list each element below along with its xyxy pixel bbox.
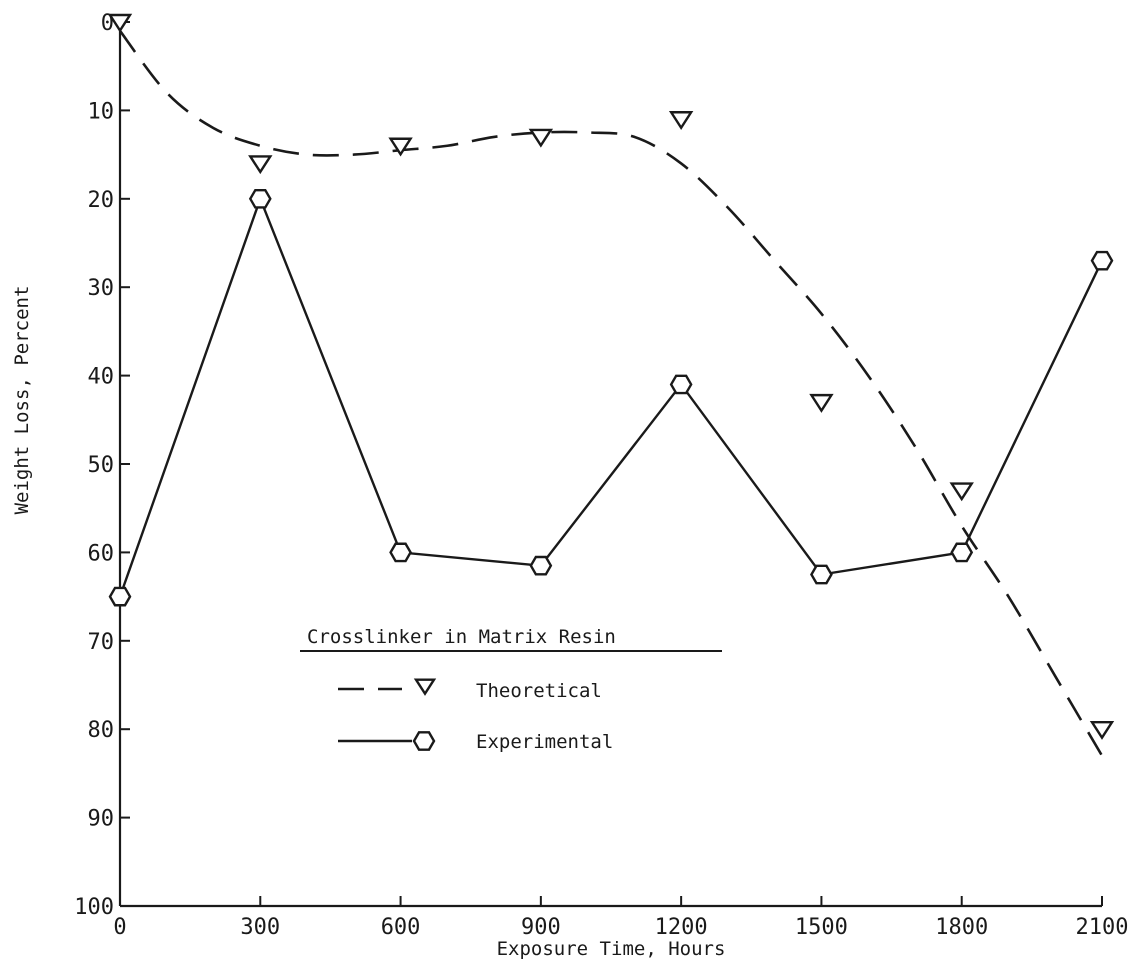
x-axis-title: Exposure Time, Hours <box>497 938 726 960</box>
experimental-point <box>810 564 833 585</box>
experimental-point <box>669 374 693 395</box>
theoretical-point <box>668 111 694 130</box>
legend-title: Crosslinker in Matrix Resin <box>307 626 616 648</box>
x-tick-label: 900 <box>521 915 561 940</box>
y-tick-label: 90 <box>88 807 115 832</box>
experimental-point <box>529 555 553 576</box>
y-axis-title: Weight Loss, Percent <box>11 286 33 515</box>
x-tick-label: 1500 <box>795 915 848 940</box>
theoretical-series-line <box>118 30 1104 757</box>
legend-experimental-marker <box>412 731 436 751</box>
y-tick-label: 50 <box>88 453 115 478</box>
y-tick-label: 10 <box>88 99 115 124</box>
y-tick-label: 100 <box>74 895 114 920</box>
series-layer <box>107 13 1115 757</box>
y-tick-label: 30 <box>88 276 115 301</box>
experimental-point <box>248 188 272 209</box>
legend: Theoretical Experimental <box>300 650 722 753</box>
legend-experimental-label: Experimental <box>476 731 613 753</box>
theoretical-point <box>388 137 413 157</box>
x-tick-label: 600 <box>381 915 421 940</box>
experimental-point <box>950 542 974 563</box>
legend-theoretical-label: Theoretical <box>476 680 602 702</box>
x-tick-label: 0 <box>113 915 126 940</box>
experimental-point <box>389 542 412 563</box>
y-tick-label: 60 <box>88 541 115 566</box>
x-tick-label: 1200 <box>655 915 708 940</box>
y-tick-label: 80 <box>88 718 115 743</box>
x-tick-label: 300 <box>240 915 280 940</box>
y-tick-label: 40 <box>88 365 115 390</box>
legend-theoretical-marker <box>413 678 437 696</box>
theoretical-point <box>248 155 273 175</box>
experimental-point <box>1090 250 1114 271</box>
y-tick-label: 20 <box>88 188 115 213</box>
theoretical-point <box>809 393 834 413</box>
theoretical-point <box>1089 721 1115 740</box>
x-tick-label: 1800 <box>935 915 988 940</box>
y-tick-label: 70 <box>88 630 115 655</box>
theoretical-point <box>528 128 554 148</box>
experimental-point <box>108 586 132 607</box>
x-tick-label: 2100 <box>1076 915 1129 940</box>
theoretical-point <box>949 482 974 502</box>
experimental-series-line <box>118 195 1104 597</box>
theoretical-point <box>107 13 133 33</box>
